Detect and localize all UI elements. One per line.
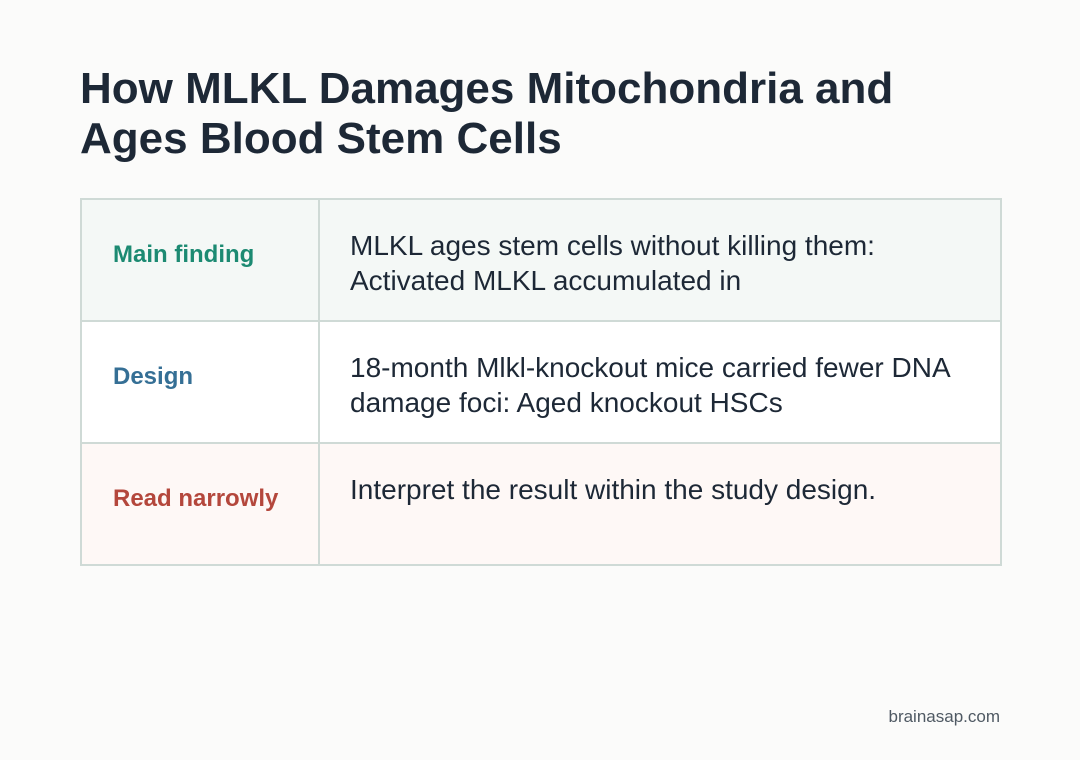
row-text-read-narrowly: Interpret the result within the study de… bbox=[318, 442, 1002, 566]
table-row-design: Design 18-month Mlkl-knockout mice carri… bbox=[80, 320, 1002, 444]
row-label-main-finding: Main finding bbox=[80, 198, 320, 322]
summary-table: Main finding MLKL ages stem cells withou… bbox=[80, 198, 1002, 566]
page-title: How MLKL Damages Mitochondria and Ages B… bbox=[80, 64, 894, 163]
row-label-read-narrowly: Read narrowly bbox=[80, 442, 320, 566]
row-text-main-finding: MLKL ages stem cells without killing the… bbox=[318, 198, 1002, 322]
footer-site-link[interactable]: brainasap.com bbox=[888, 707, 1000, 726]
table-row-main-finding: Main finding MLKL ages stem cells withou… bbox=[80, 198, 1002, 322]
table-row-read-narrowly: Read narrowly Interpret the result withi… bbox=[80, 442, 1002, 566]
row-text-design: 18-month Mlkl-knockout mice carried fewe… bbox=[318, 320, 1002, 444]
row-label-design: Design bbox=[80, 320, 320, 444]
